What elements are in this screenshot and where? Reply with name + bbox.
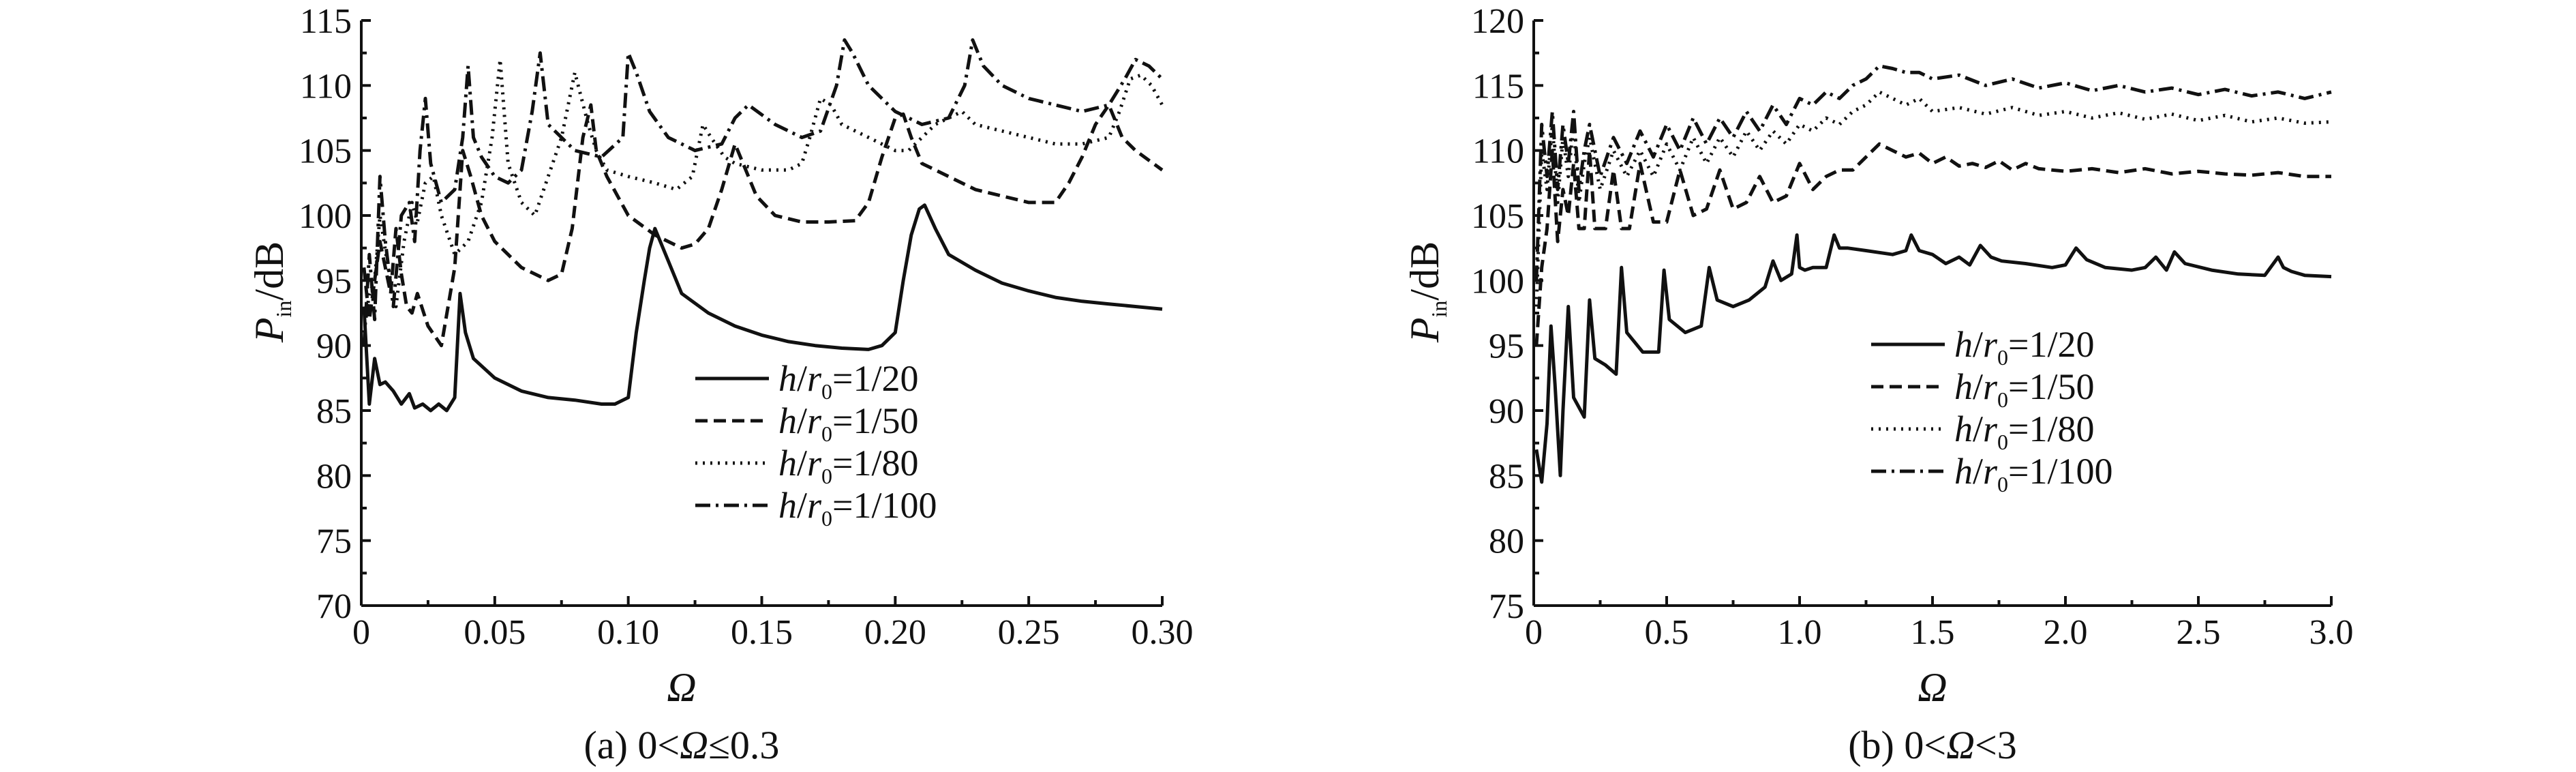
legend-label: h/r0=1/80 (778, 443, 919, 488)
caption-b-prefix: (b) 0< (1848, 723, 1946, 767)
series-line-a-4 (362, 38, 1164, 346)
y-tick-label: 105 (299, 132, 352, 171)
legend-b: h/r0=1/20h/r0=1/50h/r0=1/80h/r0=1/100 (1871, 324, 2113, 496)
x-tick-label: 0 (352, 613, 370, 652)
legend-label: h/r0=1/50 (778, 400, 919, 446)
y-tick-label: 80 (1489, 522, 1524, 561)
x-tick-label: 3.0 (2309, 613, 2354, 652)
caption-b-suffix: <3 (1975, 723, 2017, 767)
x-tick-label: 0.25 (998, 613, 1060, 652)
y-axis-label-b: Pin/dB (1402, 241, 1451, 343)
series-line-a-2 (362, 103, 1164, 348)
svg-text:Pin/dB: Pin/dB (247, 241, 296, 343)
series-line-a-1 (362, 203, 1163, 413)
caption-a: (a) 0<Ω≤0.3 (584, 723, 780, 767)
y-tick-label: 115 (300, 2, 352, 41)
y-tick-label: 90 (1489, 392, 1524, 431)
y-tick-label: 100 (299, 197, 352, 236)
y-tick-label: 100 (1471, 262, 1524, 301)
caption-b: (b) 0<Ω<3 (1848, 723, 2017, 767)
x-axis-label-a: Ω (667, 665, 696, 710)
x-tick-label: 0.30 (1132, 613, 1194, 652)
y-tick-label: 95 (1489, 327, 1524, 366)
chart-panel-b: Pin/dB Ω (b) 0<Ω<3 h/r0=1/20h/r0=1/50h/r… (1402, 2, 2354, 767)
series-line-a-3 (362, 57, 1164, 333)
x-tick-label: 1.0 (1778, 613, 1822, 652)
y-label-unit-a: /dB (247, 241, 292, 301)
y-tick-label: 70 (316, 587, 352, 626)
chart-panel-a: Pin/dB Ω (a) 0<Ω≤0.3 h/r0=1/20h/r0=1/50h… (247, 2, 1194, 767)
caption-a-prefix: (a) 0< (584, 723, 680, 767)
y-tick-label: 75 (1489, 587, 1524, 626)
x-tick-label: 0.20 (864, 613, 926, 652)
y-label-main-a: P (247, 317, 292, 343)
y-tick-label: 110 (300, 67, 352, 106)
y-tick-label: 85 (316, 392, 352, 431)
legend-label: h/r0=1/20 (1954, 324, 2095, 370)
caption-b-omega: Ω (1946, 723, 1975, 767)
legend-a: h/r0=1/20h/r0=1/50h/r0=1/80h/r0=1/100 (695, 358, 937, 531)
y-label-sub-b: in (1427, 301, 1451, 318)
y-tick-label: 115 (1472, 67, 1524, 106)
y-tick-label: 120 (1471, 2, 1524, 41)
y-tick-label: 80 (316, 457, 352, 496)
y-tick-label: 105 (1471, 197, 1524, 236)
y-label-main-b: P (1402, 317, 1447, 343)
legend-label: h/r0=1/50 (1954, 366, 2095, 412)
svg-text:Pin/dB: Pin/dB (1402, 241, 1451, 343)
y-tick-label: 75 (316, 522, 352, 561)
y-tick-label: 85 (1489, 457, 1524, 496)
legend-label: h/r0=1/100 (778, 485, 937, 531)
series-line-b-3 (1534, 90, 2332, 307)
x-tick-label: 0.05 (464, 613, 526, 652)
series-line-b-1 (1534, 233, 2332, 484)
caption-a-omega: Ω (680, 723, 708, 767)
y-tick-label: 95 (316, 262, 352, 301)
x-tick-label: 0.10 (597, 613, 659, 652)
x-axis-label-b: Ω (1918, 665, 1947, 710)
x-tick-label: 2.5 (2177, 613, 2221, 652)
y-label-sub-a: in (271, 301, 296, 318)
y-label-unit-b: /dB (1402, 241, 1447, 301)
series-line-b-2 (1534, 142, 2331, 346)
x-tick-label: 2.0 (2044, 613, 2088, 652)
x-tick-label: 0 (1525, 613, 1543, 652)
legend-label: h/r0=1/80 (1954, 409, 2095, 454)
x-tick-label: 1.5 (1911, 613, 1955, 652)
y-tick-label: 90 (316, 327, 352, 366)
legend-label: h/r0=1/100 (1954, 451, 2113, 496)
x-tick-label: 0.15 (731, 613, 793, 652)
legend-label: h/r0=1/20 (778, 358, 919, 404)
caption-a-suffix: ≤0.3 (708, 723, 779, 767)
x-tick-label: 0.5 (1645, 613, 1689, 652)
y-axis-label-a: Pin/dB (247, 241, 296, 343)
y-tick-label: 110 (1472, 132, 1524, 171)
series-line-b-4 (1534, 64, 2332, 281)
